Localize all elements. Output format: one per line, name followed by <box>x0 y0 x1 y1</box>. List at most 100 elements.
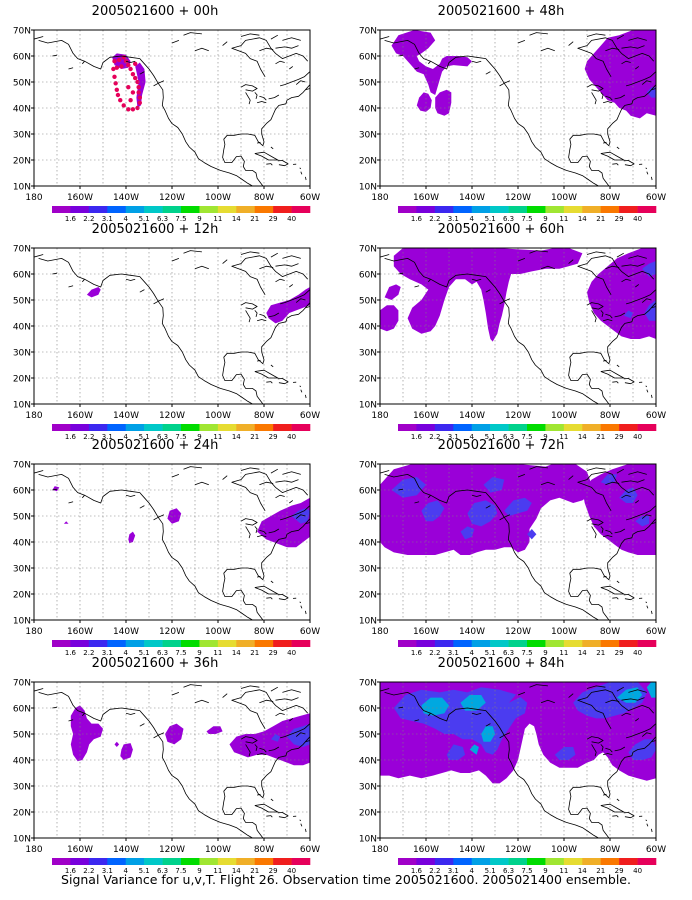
coastline <box>289 718 294 722</box>
colorbar-segment <box>181 424 200 431</box>
coastline <box>82 60 85 65</box>
coastline <box>34 36 44 40</box>
coastline <box>240 302 258 310</box>
coastline <box>275 45 299 49</box>
coastline <box>529 684 548 688</box>
coastline <box>183 466 202 470</box>
variance-dot <box>133 61 138 66</box>
coastline <box>517 692 526 696</box>
coastline <box>52 272 58 275</box>
coastline <box>621 45 645 49</box>
variance-contour <box>128 531 136 544</box>
variance-dot <box>130 72 136 77</box>
colorbar-segment <box>508 424 528 431</box>
colorbar-label: 1.6 <box>65 433 77 441</box>
coastline <box>240 33 260 37</box>
variance-contour <box>257 497 310 548</box>
coastline <box>68 285 74 288</box>
colorbar-segment <box>619 858 638 865</box>
coastline <box>616 686 624 692</box>
y-tick-label: 60N <box>359 705 377 715</box>
coastline <box>577 471 654 512</box>
variance-dot <box>118 98 123 103</box>
coastline <box>471 60 482 63</box>
coastline <box>82 494 85 499</box>
colorbar-label: 3.1 <box>102 215 113 223</box>
colorbar-label: 6.3 <box>157 649 168 657</box>
colorbar-label: 14 <box>232 649 241 657</box>
y-tick-label: 60N <box>13 705 31 715</box>
colorbar-label: 1.6 <box>65 867 77 875</box>
y-tick-label: 20N <box>13 375 31 385</box>
colorbar-label: 6.3 <box>157 867 168 875</box>
colorbar-segment <box>490 640 509 647</box>
x-tick-label: 60W <box>300 627 320 637</box>
x-tick-label: 180 <box>25 411 42 421</box>
coastline <box>299 819 302 822</box>
colorbar-label: 21 <box>250 867 259 875</box>
colorbar-segment <box>217 206 237 213</box>
colorbar-segment <box>545 858 565 865</box>
colorbar-label: 21 <box>596 433 605 441</box>
coastline <box>270 580 274 584</box>
x-tick-label: 60W <box>300 193 320 203</box>
colorbar-segment <box>291 424 311 431</box>
colorbar-segment <box>637 858 657 865</box>
coastline <box>517 474 526 478</box>
coastline <box>591 744 597 757</box>
coastline <box>586 685 606 689</box>
x-tick-label: 180 <box>25 193 42 203</box>
variance-contour <box>206 726 223 734</box>
colorbar-label: 11 <box>559 433 568 441</box>
coastline <box>603 359 607 362</box>
colorbar-label: 2.2 <box>83 867 94 875</box>
colorbar-segment <box>70 858 90 865</box>
coastline <box>398 54 404 57</box>
coastline <box>485 71 491 75</box>
colorbar-label: 4 <box>123 649 128 657</box>
coastline <box>628 255 647 259</box>
colorbar-segment <box>291 858 311 865</box>
colorbar-label: 7.5 <box>175 867 186 875</box>
colorbar-segment <box>70 424 90 431</box>
coastline <box>646 389 649 393</box>
colorbar-segment <box>637 206 657 213</box>
coastline <box>256 101 267 104</box>
colorbar-segment <box>88 640 108 647</box>
x-tick-label: 160W <box>67 193 93 203</box>
coastline <box>231 37 308 78</box>
variance-dot <box>126 62 131 68</box>
x-tick-label: 100W <box>551 193 577 203</box>
coastline <box>616 580 620 584</box>
coastline <box>428 278 431 283</box>
coastline <box>275 263 299 267</box>
coastline <box>256 319 267 322</box>
coastline <box>612 381 619 384</box>
variance-contour <box>554 747 576 760</box>
coastline <box>384 40 609 186</box>
x-tick-label: 100W <box>205 845 231 855</box>
coastline <box>266 381 273 384</box>
coastline <box>254 310 258 318</box>
coastline <box>499 298 511 305</box>
variance-contour <box>63 521 69 524</box>
colorbar-label: 2.2 <box>429 215 440 223</box>
variance-contour <box>114 741 120 747</box>
colorbar-segment <box>236 858 256 865</box>
colorbar-segment <box>563 858 583 865</box>
coastline <box>289 500 294 504</box>
coastline <box>268 94 280 100</box>
coastline <box>256 535 267 538</box>
map-panel: 2005021600 + 60h 70N 60N 50N 40N 30N 20N 10N 180… <box>346 218 686 442</box>
coastline <box>68 719 74 722</box>
colorbar-segment <box>471 424 491 431</box>
coastline <box>139 71 145 75</box>
panel-title: 2005021600 + 72h <box>437 438 565 453</box>
coastline <box>277 160 289 167</box>
colorbar-label: 9 <box>543 649 547 657</box>
variance-dot <box>128 98 133 103</box>
coastline <box>282 689 301 693</box>
colorbar-segment <box>88 424 108 431</box>
map-panel: 2005021600 + 72h 70N 60N 50N 40N 30N 20N 10N 180… <box>346 434 686 657</box>
